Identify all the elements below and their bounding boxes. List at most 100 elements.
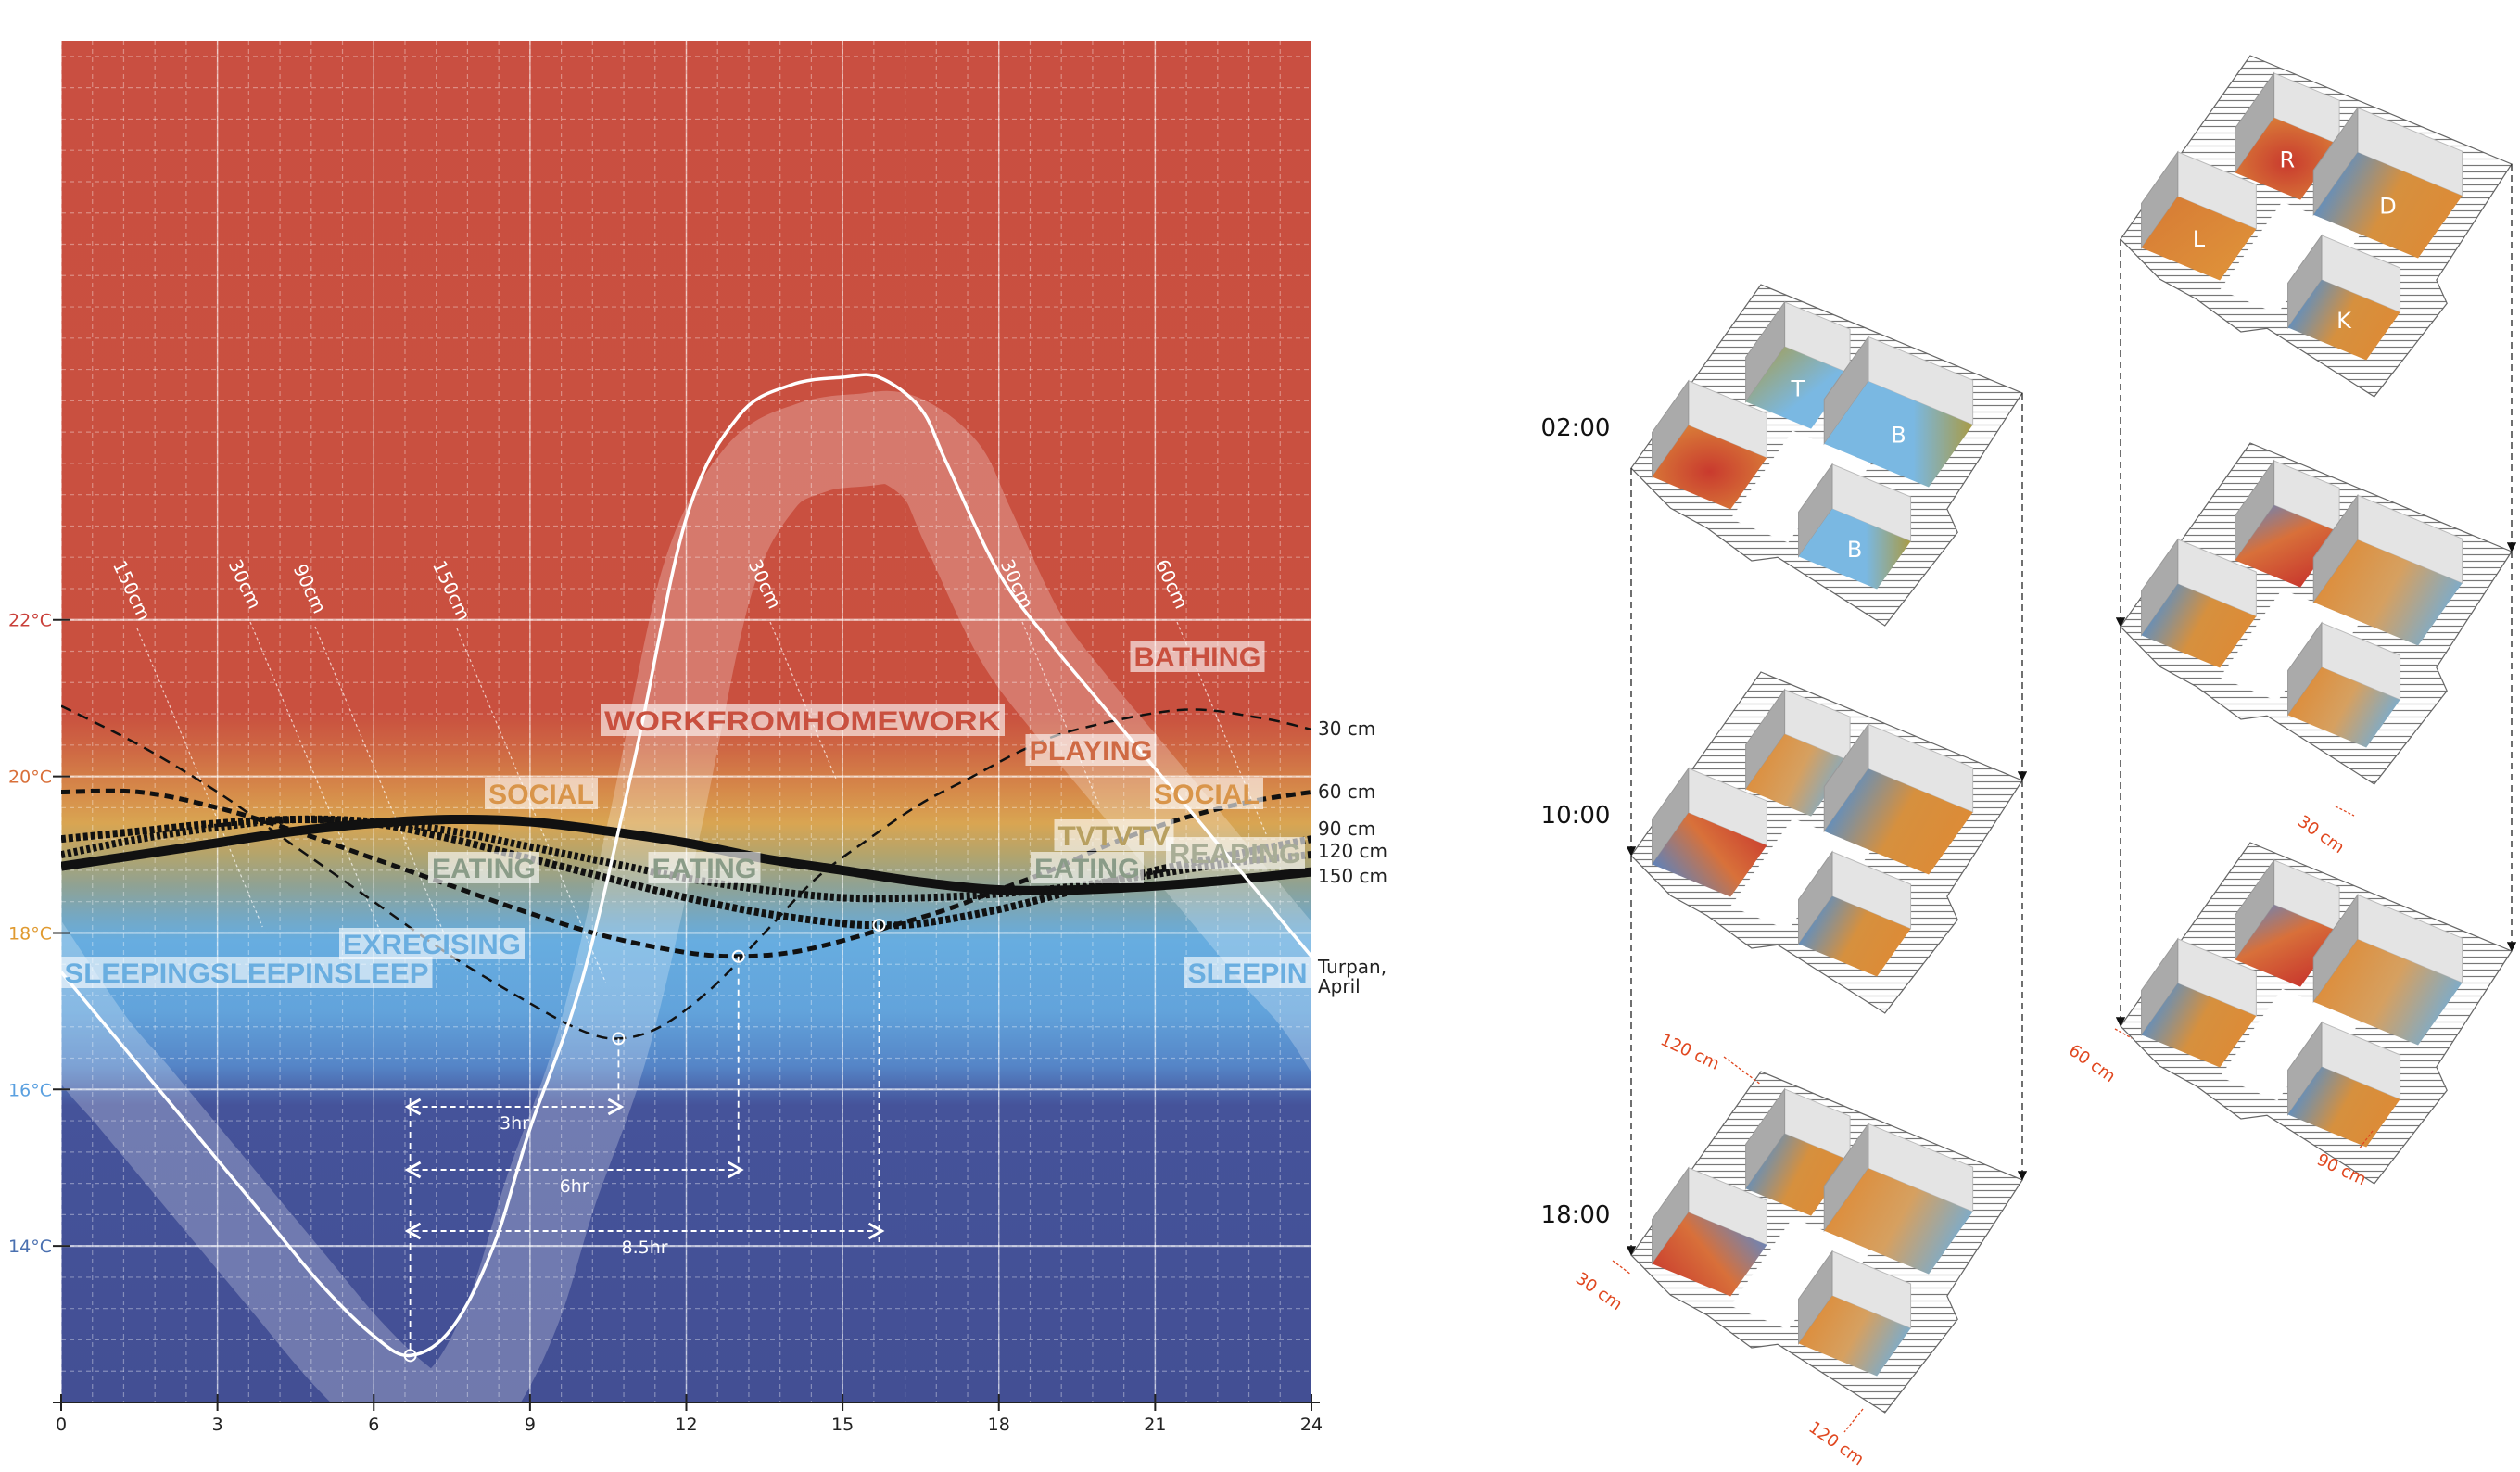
wall-face-shaded (2287, 234, 2323, 329)
activity-label-box (1025, 734, 1157, 766)
x-tick-label: 24 (1300, 1415, 1323, 1435)
activity-label-text: SOCIAL (488, 780, 594, 810)
series-label-outdoor: Turpan, (1317, 956, 1387, 978)
courtyard (1730, 1217, 1871, 1330)
activity-label: WORKFROMHOMEWORK (601, 704, 1005, 737)
dimension-label: 120 cm (1657, 1030, 1722, 1074)
activity-label: TVTVTV (1054, 819, 1174, 852)
activity-label: SLEEPINGSLEEPINSLEEP (60, 957, 433, 989)
series-line-outdoor-turpan (61, 373, 1311, 1358)
activity-label-text: EXRECISING (343, 930, 521, 960)
activity-label-text: EATING (432, 854, 536, 884)
room-floor (2313, 152, 2463, 259)
dimension-bracket (2335, 806, 2355, 817)
room-label: K (2336, 308, 2352, 334)
room-floor (2141, 983, 2257, 1068)
x-tick-label: 18 (988, 1415, 1010, 1435)
wall-face-shaded (2235, 71, 2275, 174)
activity-label-text: TVTVTV (1058, 821, 1171, 852)
activity-label-text: SLEEPINGSLEEPINSLEEP (65, 958, 429, 989)
activity-label-text: EATING (652, 854, 757, 884)
activity-label: SOCIAL (1150, 778, 1263, 810)
depth-guide-line (136, 628, 263, 928)
plan-0200-right: R D L K (2120, 55, 2513, 398)
wall-face-shaded (1798, 463, 1833, 558)
wall-face-shaded (1745, 1087, 1786, 1190)
activity-label-text: SOCIAL (1154, 780, 1260, 810)
y-tick-label: 20°C (8, 768, 52, 788)
minimum-marker (731, 949, 745, 963)
plan-1000-left (1630, 671, 2023, 1014)
room-floor (1824, 768, 1973, 875)
dimension-bracket (2114, 1028, 2133, 1039)
activity-label-box (1031, 852, 1144, 883)
series-label: 30 cm (1318, 717, 1375, 740)
room-floor (1652, 1212, 1767, 1297)
series-label: 150 cm (1318, 865, 1387, 887)
room-label: B (1891, 422, 1906, 448)
room-floor (2313, 939, 2463, 1046)
activity-label-text: PLAYING (1030, 736, 1153, 767)
wall-face-shaded (1798, 850, 1833, 945)
activity-label-text: WORKFROMHOMEWORK (604, 706, 1001, 737)
activity-label-text: BATHING (1134, 642, 1261, 673)
x-tick-label: 12 (675, 1415, 697, 1435)
room-floor (2141, 196, 2257, 281)
activity-label-box (601, 704, 1005, 736)
activity-label: BATHING (1130, 641, 1265, 673)
plan-1800-right (2120, 842, 2513, 1185)
minimum-marker (612, 1032, 626, 1046)
activity-label-box (1184, 957, 1311, 988)
outdoor-temperature-band (61, 390, 1311, 1402)
lag-label: 8.5hr (621, 1237, 667, 1258)
activity-label-box (428, 852, 539, 883)
courtyard (2220, 201, 2361, 314)
dimension-bracket (1612, 1260, 1632, 1275)
series-label-outdoor: April (1318, 975, 1361, 997)
annotations: 150cm 30cm 90cm 150cm 30cm 30cm 60cm3hr6hr8.5h… (60, 556, 1387, 1363)
x-tick-label: 9 (525, 1415, 536, 1435)
dimension-bracket (1843, 1408, 1864, 1433)
activity-label: EATING (648, 852, 761, 884)
room-floor (1798, 895, 1911, 977)
series-line-150cm (61, 814, 1311, 895)
room-label: L (2193, 226, 2206, 252)
dimension-label: 30 cm (1572, 1269, 1626, 1314)
activity-label-text: READING (1170, 839, 1301, 869)
room-floor (2141, 583, 2257, 668)
dimension-bracket (1723, 1056, 1762, 1085)
activity-label: SOCIAL (485, 778, 598, 810)
x-tick-label: 21 (1144, 1415, 1166, 1435)
dimension-label: 30 cm (2294, 812, 2348, 857)
room-floor (1824, 1168, 1973, 1275)
axes: 0 3 6 9 12 15 18 21 24 22°C 20°C 18°C 16°C 14°C (8, 611, 1323, 1435)
time-label: 02:00 (1541, 414, 1611, 442)
room-floor (2287, 666, 2400, 748)
series-label: 60 cm (1318, 780, 1375, 803)
activity-label-text: SLEEPIN (1188, 958, 1308, 989)
courtyard (1730, 818, 1871, 931)
y-tick-label: 14°C (8, 1237, 52, 1257)
dimension-label: 120 cm (1805, 1418, 1867, 1470)
courtyard (1730, 430, 1871, 543)
room-floor (2313, 539, 2463, 646)
series-label: 120 cm (1318, 840, 1387, 862)
room-floor (2287, 279, 2400, 361)
y-tick-label: 22°C (8, 611, 52, 631)
activity-label-box (1150, 778, 1263, 809)
plan-1800-left (1630, 1071, 2023, 1414)
activity-label-box (485, 778, 598, 809)
lag-label: 6hr (560, 1176, 589, 1197)
activity-label-box (1130, 641, 1265, 672)
activity-label: EXRECISING (339, 928, 525, 960)
minimum-marker (403, 1349, 417, 1363)
room-label: D (2379, 193, 2396, 219)
plan-0200-left: T B B (1630, 284, 2023, 627)
courtyard (2220, 988, 2361, 1101)
x-tick-label: 0 (56, 1415, 67, 1435)
plan-1000-right (2120, 442, 2513, 785)
room-floor (1652, 812, 1767, 897)
x-tick-label: 15 (831, 1415, 854, 1435)
wall-face-shaded (1798, 1250, 1833, 1345)
activity-label: EATING (428, 852, 539, 884)
